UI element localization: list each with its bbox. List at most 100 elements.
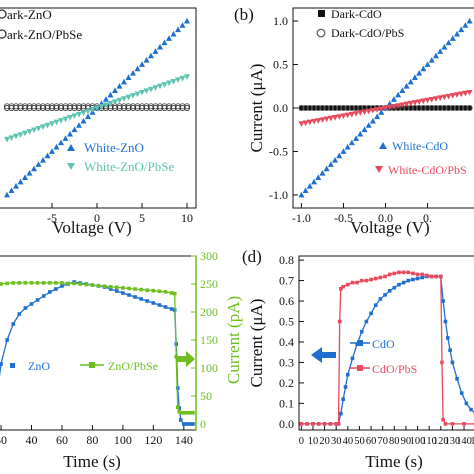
panel-a-point — [58, 118, 64, 124]
panel-c-y2tick-label: 250 — [200, 277, 218, 291]
panel-d-point — [439, 274, 443, 279]
panel-a-point — [53, 143, 60, 150]
panel-b-point — [416, 99, 423, 105]
panel-b-point — [432, 52, 439, 59]
legend-label-white-zno: White-ZnO — [84, 140, 144, 155]
panel-d-xtick-label: 120 — [433, 436, 449, 447]
panel-c: 30 40 60 80 100 120 140 0 50 100 150 200 250 300 Curr… — [0, 249, 243, 471]
panel-b-point — [357, 130, 364, 137]
panel-d-point — [346, 372, 350, 377]
panel-d-point — [448, 348, 452, 352]
panel-b-point — [374, 113, 381, 120]
panel-c-frame — [0, 255, 197, 431]
panel-b-point — [311, 178, 318, 185]
panel-a-point — [103, 96, 109, 102]
panel-a-point — [184, 74, 190, 80]
panel-c-point — [163, 305, 168, 309]
panel-c-point — [108, 287, 113, 291]
panel-d-point — [387, 272, 392, 277]
panel-a-point — [179, 22, 186, 28]
panel-b-point — [432, 104, 440, 112]
panel-a-point — [179, 104, 186, 112]
panel-a-point — [13, 133, 19, 140]
panel-a-point — [40, 124, 46, 130]
panel-b-point — [378, 106, 385, 112]
panel-b-point — [382, 105, 389, 112]
panel-b-point — [437, 48, 444, 54]
panel-c-point — [121, 291, 125, 295]
panel-b-point — [348, 111, 355, 118]
panel-b-legend-top: Dark-CdO Dark-CdO/PbS — [316, 7, 404, 40]
legend-marker-dark-zno — [0, 9, 7, 19]
panel-d-point — [455, 377, 459, 381]
arrow-left-icon — [311, 347, 336, 363]
panel-a-point — [152, 48, 159, 54]
panel-a-point — [44, 104, 51, 112]
panel-d-point — [464, 401, 469, 406]
panel-c-point — [11, 281, 16, 285]
panel-c-point — [145, 288, 150, 292]
panel-c-point — [121, 286, 125, 290]
panel-d-point — [450, 422, 455, 426]
panel-c-point — [35, 281, 40, 285]
panel-b-point — [362, 105, 367, 111]
panel-a-point — [67, 114, 73, 121]
panel-a-point — [8, 187, 15, 194]
panel-a-point — [111, 104, 119, 112]
panel-b-point — [421, 105, 426, 111]
panel-a-point — [67, 130, 73, 137]
panel-b-point — [416, 104, 423, 112]
panel-b-point — [353, 105, 359, 111]
panel-b-xtick-label: -0.5 — [334, 211, 353, 225]
panel-b-point — [395, 91, 402, 98]
panel-d-ytick-label: 0.6 — [279, 294, 294, 308]
panel-b-point — [323, 104, 330, 112]
panel-b-point — [453, 30, 460, 37]
panel-b-point — [403, 83, 410, 89]
panel-d-xtick-label: 140 — [456, 436, 472, 447]
panel-d-point — [355, 280, 359, 285]
panel-d-xtick-label: 90 — [401, 436, 412, 447]
panel-a-point — [71, 104, 78, 112]
panel-d-point — [378, 275, 383, 280]
panel-a-point — [94, 105, 100, 112]
panel-b-point — [315, 118, 322, 124]
panel-d-point — [373, 303, 378, 307]
panel-d-point — [346, 282, 350, 287]
panel-c-point — [66, 281, 70, 286]
panel-d-xtick-label: 100 — [410, 436, 426, 447]
panel-d-point — [339, 286, 343, 291]
panel-b-point — [361, 126, 368, 133]
panel-a-point — [179, 75, 186, 82]
panel-b-point — [340, 104, 347, 112]
panel-b-point — [404, 105, 409, 111]
panel-c-point — [178, 418, 183, 422]
panel-d-point — [334, 422, 338, 426]
panel-a-point — [134, 91, 141, 98]
panel-b-point — [424, 61, 431, 67]
legend-marker-zno-pbse — [89, 362, 95, 368]
panel-d-point — [441, 299, 445, 303]
panel-b-point — [332, 156, 339, 163]
panel-b-point — [311, 105, 317, 111]
panel-a-point — [166, 80, 172, 87]
panel-b-point — [425, 105, 430, 111]
panel-c-point — [41, 281, 46, 285]
panel-a-point — [112, 87, 118, 94]
legend-marker-dark-zno-pbse — [0, 29, 7, 39]
panel-a-point — [125, 94, 132, 101]
panel-b-point — [437, 105, 443, 111]
panel-b: (b) -1.0 -0.5 0.0 0. -1.0 -0.5 0.0 0.5 1.0 Curre… — [234, 5, 474, 237]
panel-d-ylabel: Current (μA) — [247, 299, 266, 388]
panel-d-point — [373, 276, 378, 281]
panel-b-point — [336, 152, 343, 159]
panel-d-xtick-label: 15 — [470, 436, 474, 447]
panel-d-point — [443, 422, 448, 426]
panel-c-point — [172, 291, 177, 296]
panel-b-point — [306, 183, 313, 189]
panel-a-point — [161, 39, 168, 46]
panel-b-point — [445, 93, 452, 100]
panel-a-point — [44, 122, 51, 129]
panel-b-xlabel: Voltage (V) — [350, 218, 429, 237]
panel-c-point — [185, 422, 189, 426]
